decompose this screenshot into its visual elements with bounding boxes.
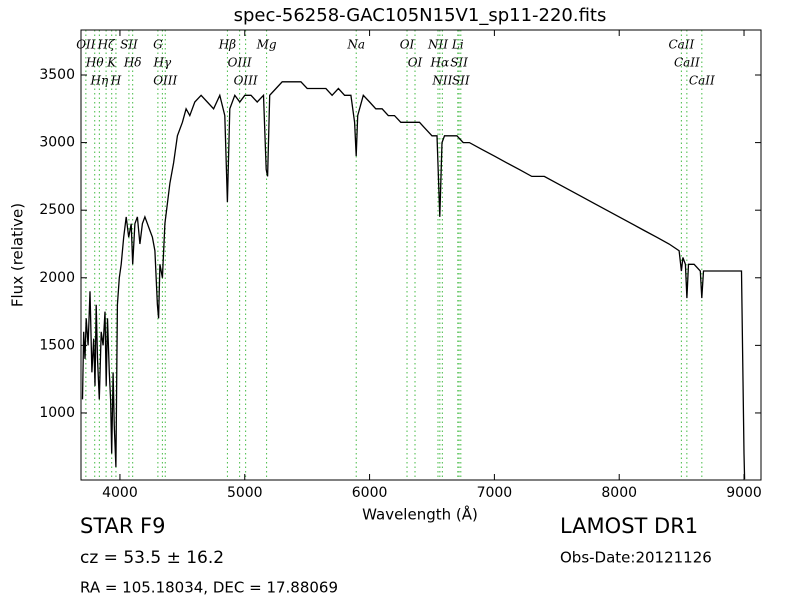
spectral-line-label: Na xyxy=(346,38,365,52)
spectrum-line xyxy=(81,81,746,480)
spectral-line-label: CaII xyxy=(689,74,715,88)
survey: LAMOST DR1 xyxy=(560,514,698,538)
y-tick-label: 2000 xyxy=(39,270,75,286)
spectral-line-label: CaII xyxy=(674,56,700,70)
spectral-line-label: Hδ xyxy=(123,56,142,70)
object-class: STAR xyxy=(80,514,133,538)
x-tick-label: 6000 xyxy=(352,485,388,501)
obs-date: Obs-Date:20121126 xyxy=(560,549,712,567)
spectral-line-label: Mg xyxy=(256,38,277,52)
y-tick-label: 2500 xyxy=(39,202,75,218)
y-tick-label: 1000 xyxy=(39,405,75,421)
spectral-line-label: Hγ xyxy=(153,56,172,70)
y-tick-label: 1500 xyxy=(39,337,75,353)
spectral-line-label: K xyxy=(106,56,117,70)
spectral-line-label: NII xyxy=(427,38,448,52)
spectral-line-label: Hθ xyxy=(85,56,104,70)
spectral-line-label: Li xyxy=(451,38,464,52)
spectral-line-label: Hζ xyxy=(97,38,116,52)
subclass: F9 xyxy=(140,514,165,538)
spectral-line-label: Hα xyxy=(430,56,450,70)
x-tick-label: 9000 xyxy=(726,485,762,501)
x-tick-label: 7000 xyxy=(477,485,513,501)
spectral-line-label: NII xyxy=(431,74,452,88)
coordinates: RA = 105.18034, DEC = 17.88069 xyxy=(80,579,338,597)
spectral-line-label: SII xyxy=(452,74,470,88)
chart-title: spec-56258-GAC105N15V1_sp11-220.fits xyxy=(234,5,607,26)
y-tick-label: 3000 xyxy=(39,135,75,151)
x-tick-label: 4000 xyxy=(102,485,138,501)
y-axis-label: Flux (relative) xyxy=(9,203,27,307)
spectral-line-label: OI xyxy=(408,56,423,70)
spectral-line-label: OI xyxy=(400,38,415,52)
y-tick-label: 3500 xyxy=(39,67,75,83)
redshift: cz = 53.5 ± 16.2 xyxy=(80,548,224,568)
spectral-line-label: SII xyxy=(120,38,138,52)
spectral-line-label: OIII xyxy=(234,74,258,88)
spectral-line-label: SII xyxy=(450,56,468,70)
x-tick-label: 5000 xyxy=(227,485,263,501)
x-tick-label: 8000 xyxy=(601,485,637,501)
spectral-line-label: OIII xyxy=(228,56,252,70)
spectral-line-label: OIII xyxy=(153,74,177,88)
x-axis-label: Wavelength (Å) xyxy=(362,505,478,524)
spectral-line-label: H xyxy=(110,74,122,88)
spectral-line-label: Hβ xyxy=(218,38,236,52)
spectral-line-label: G xyxy=(153,38,163,52)
spectral-line-label: Hη xyxy=(90,74,109,88)
spectral-line-label: CaII xyxy=(668,38,694,52)
spectral-line-label: OII xyxy=(76,38,96,52)
plot-frame xyxy=(80,29,762,481)
